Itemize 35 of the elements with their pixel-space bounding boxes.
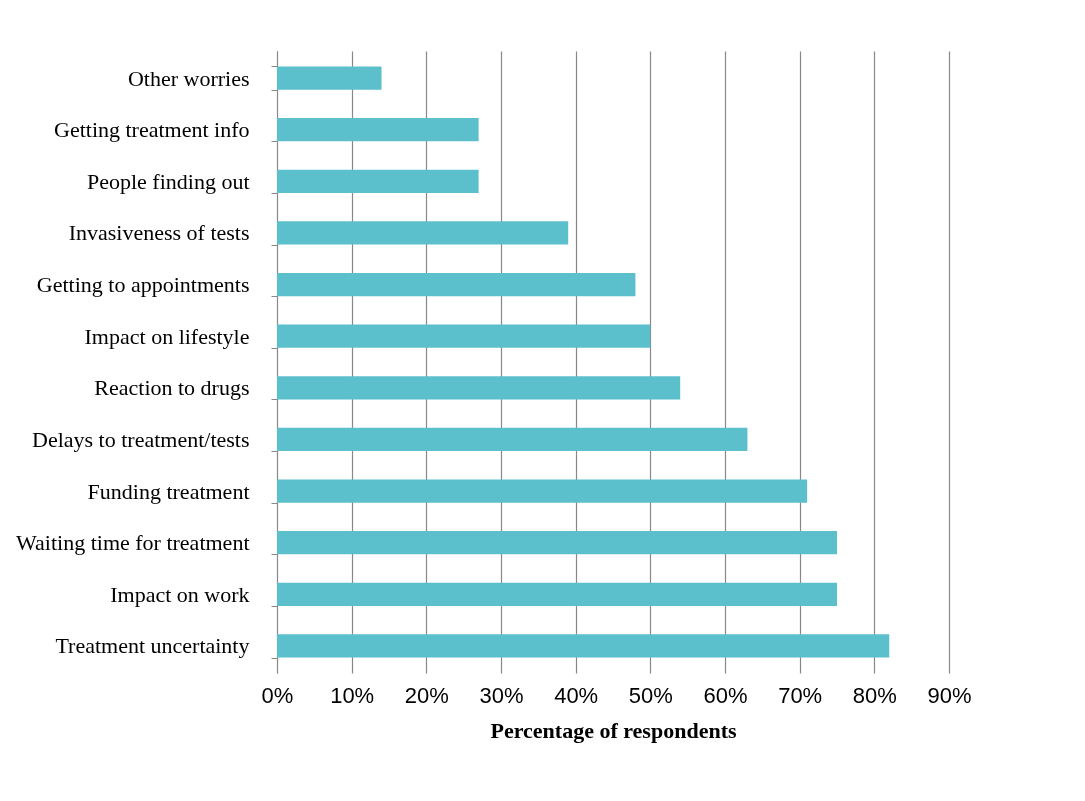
bar	[277, 634, 890, 658]
bar	[277, 427, 748, 452]
y-tick-label: People finding out	[86, 168, 250, 194]
bar	[277, 118, 479, 142]
bar	[277, 272, 636, 297]
bar	[277, 66, 382, 90]
y-tick-label: Getting treatment info	[54, 117, 250, 143]
x-tick-label: 10%	[330, 682, 375, 708]
x-tick-label: 90%	[927, 682, 972, 708]
y-tick-label: Funding treatment	[87, 478, 250, 504]
y-tick-label: Waiting time for treatment	[16, 530, 250, 556]
bar	[277, 479, 808, 503]
y-tick-label: Impact on lifestyle	[84, 323, 250, 349]
x-axis-title: Percentage of respondents	[490, 717, 737, 743]
y-tick-label: Getting to appointments	[36, 272, 250, 298]
bar	[277, 582, 837, 606]
x-tick-label: 50%	[628, 682, 673, 708]
y-tick-label: Reaction to drugs	[94, 375, 250, 401]
bar	[277, 221, 569, 245]
y-tick-label: Treatment uncertainty	[55, 633, 250, 659]
x-tick-label: 20%	[404, 682, 449, 708]
y-tick-label: Other worries	[127, 65, 250, 91]
bar	[277, 324, 651, 348]
x-tick-label: 0%	[261, 682, 294, 708]
bar	[277, 169, 479, 193]
x-tick-label: 60%	[703, 682, 748, 708]
bar	[277, 531, 837, 555]
y-tick-label: Invasiveness of tests	[68, 220, 250, 246]
x-tick-label: 30%	[479, 682, 524, 708]
y-tick-label: Delays to treatment/tests	[32, 426, 250, 452]
bar	[277, 376, 681, 400]
x-tick-label: 80%	[852, 682, 897, 708]
x-tick-label: 40%	[554, 682, 599, 708]
x-tick-label: 70%	[778, 682, 823, 708]
y-tick-label: Impact on work	[110, 581, 250, 607]
